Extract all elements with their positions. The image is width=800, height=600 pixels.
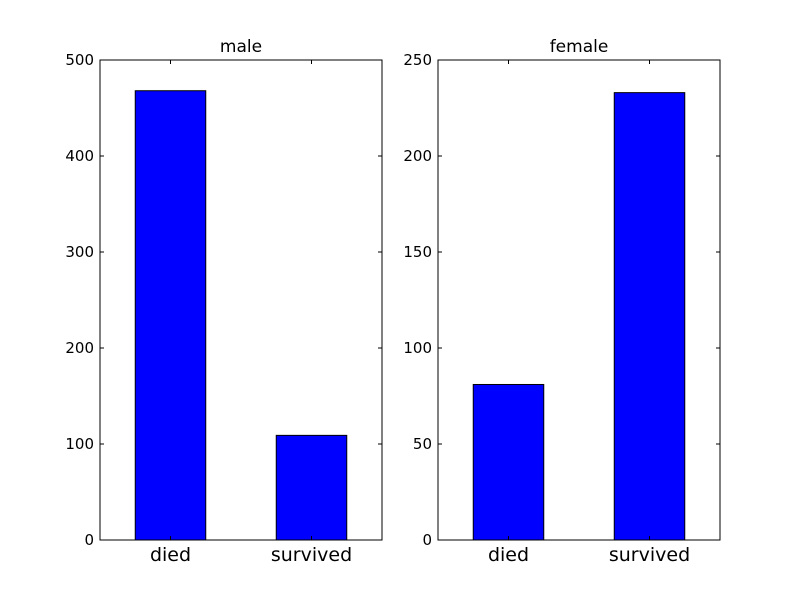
bars-male bbox=[134, 90, 348, 541]
plot-frame-female bbox=[437, 59, 721, 541]
y-axis-ticks-female: 0 50 100 150 200 250 bbox=[403, 51, 720, 549]
y-tick-label-female-5: 250 bbox=[403, 51, 432, 69]
y-tick-label-male-4: 400 bbox=[65, 147, 94, 165]
category-label-female-died: died bbox=[488, 544, 529, 566]
y-tick-label-male-2: 200 bbox=[65, 339, 94, 357]
bar-male-died bbox=[134, 90, 207, 541]
chart-male: male 0 100 200 300 400 500 died survived bbox=[65, 37, 383, 566]
x-axis-labels-male: died survived bbox=[150, 60, 352, 566]
y-tick-label-male-0: 0 bbox=[84, 531, 94, 549]
y-tick-label-male-1: 100 bbox=[65, 435, 94, 453]
bars-female bbox=[472, 92, 686, 541]
y-tick-label-male-3: 300 bbox=[65, 243, 94, 261]
category-label-male-died: died bbox=[150, 544, 191, 566]
bar-male-survived bbox=[275, 434, 348, 541]
chart-female: female 0 50 100 150 200 250 died survived bbox=[403, 37, 721, 566]
y-tick-label-female-0: 0 bbox=[422, 531, 432, 549]
chart-title-female: female bbox=[550, 37, 609, 57]
y-tick-label-female-4: 200 bbox=[403, 147, 432, 165]
x-axis-labels-female: died survived bbox=[488, 60, 690, 566]
y-tick-label-male-5: 500 bbox=[65, 51, 94, 69]
y-tick-label-female-2: 100 bbox=[403, 339, 432, 357]
y-tick-label-female-3: 150 bbox=[403, 243, 432, 261]
plot-frame-male bbox=[99, 59, 383, 541]
chart-title-male: male bbox=[220, 37, 262, 57]
category-label-female-survived: survived bbox=[609, 544, 690, 566]
bar-female-survived bbox=[613, 92, 686, 541]
category-label-male-survived: survived bbox=[271, 544, 352, 566]
bar-female-died bbox=[472, 383, 545, 541]
y-tick-label-female-1: 50 bbox=[413, 435, 432, 453]
